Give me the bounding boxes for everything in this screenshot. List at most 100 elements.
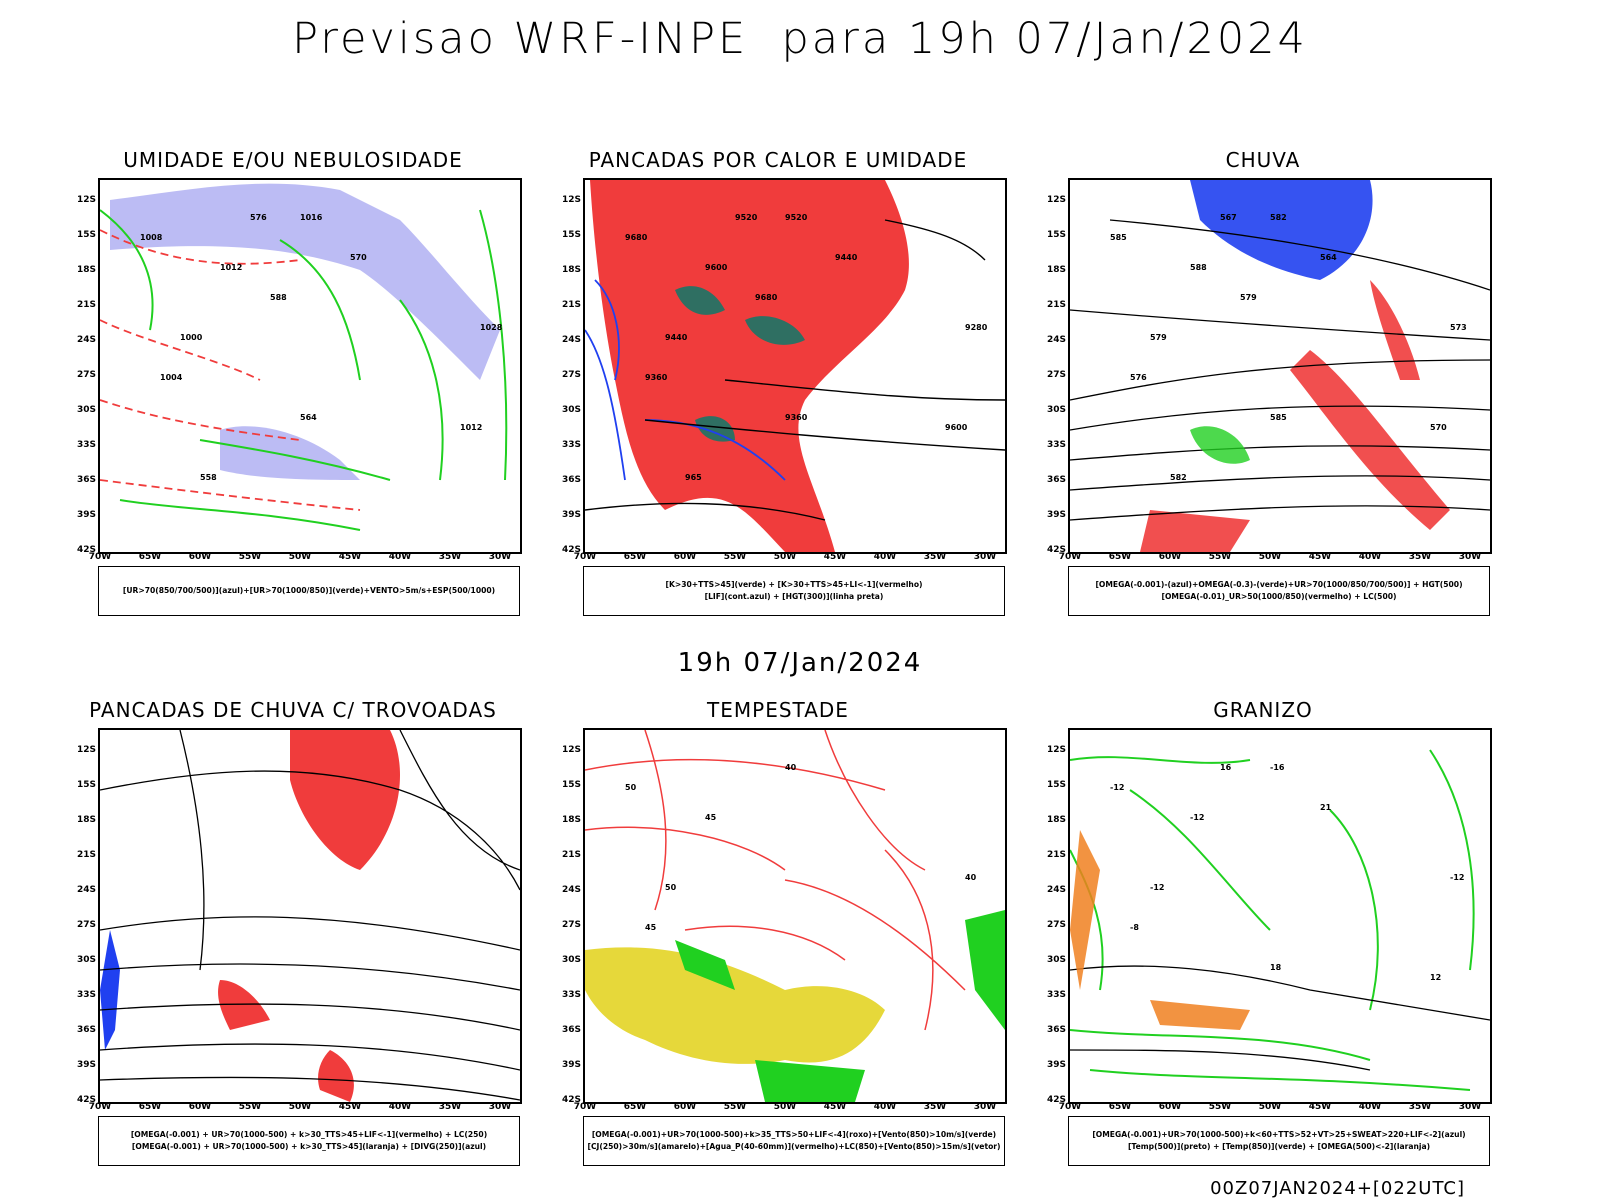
lat-tick-label: 39S [1046,1060,1066,1070]
contour-value-label: 21 [1320,803,1332,812]
lat-tick-label: 39S [561,510,581,520]
hgt300-contours [585,219,1005,521]
panel-title: CHUVA [1225,148,1301,172]
lat-tick-label: 33S [561,990,581,1000]
humidity-high-layer [110,183,500,380]
lat-tick-label: 12S [561,745,581,755]
lat-tick-label: 30S [76,955,96,965]
temp500-contours [1070,965,1490,1071]
lat-tick-label: 33S [1046,990,1066,1000]
contour-value-label: 50 [625,783,637,792]
lon-tick-label: 45W [1308,1102,1332,1112]
map-tempestade: 50 45 40 50 45 40 [583,728,1007,1104]
contour-value-label: 9520 [785,213,808,222]
lon-tick-label: 30W [1458,1102,1482,1112]
lon-tick-label: 65W [1108,552,1132,562]
contour-value-label: 576 [1130,373,1147,382]
lon-tick-label: 70W [573,1102,597,1112]
contour-value-label: 965 [685,473,702,482]
lon-tick-label: 40W [873,552,897,562]
lon-tick-label: 30W [973,1102,997,1112]
lat-tick-label: 36S [1046,1025,1066,1035]
lat-tick-label: 24S [76,335,96,345]
lon-tick-label: 45W [1308,552,1332,562]
contour-value-label: 9680 [625,233,648,242]
contour-value-label: 40 [785,763,797,772]
lat-tick-label: 12S [1046,195,1066,205]
lat-tick-label: 30S [561,405,581,415]
mid-title: 19h 07/Jan/2024 [677,648,923,678]
lon-tick-label: 60W [188,552,212,562]
contour-value-label: 588 [270,293,287,302]
contour-value-label: 1004 [160,373,183,382]
lon-tick-label: 30W [1458,552,1482,562]
lat-tick-label: 27S [76,920,96,930]
lon-tick-label: 60W [1158,552,1182,562]
lon-tick-label: 55W [723,1102,747,1112]
lon-tick-label: 30W [488,552,512,562]
lat-tick-label: 12S [76,745,96,755]
lon-tick-label: 50W [1258,1102,1282,1112]
panel-trovoadas: PANCADAS DE CHUVA C/ TROVOADAS 12S 15S 18S… [58,698,528,1178]
lat-tick-label: 24S [561,335,581,345]
contour-value-label: 9440 [665,333,688,342]
lon-tick-label: 55W [238,552,262,562]
lat-tick-label: 30S [561,955,581,965]
map-canvas: 1008 1012 1016 1000 1004 1028 1012 576 570 564 558… [100,183,508,531]
lon-axis: 70W 65W 60W 55W 50W 45W 40W 35W 30W [1059,1102,1492,1116]
contour-value-label: 585 [1110,233,1127,242]
lon-tick-label: 70W [1058,1102,1082,1112]
jet-stream-area [585,947,885,1064]
contour-value-label: 18 [1270,963,1282,972]
legend-line: [OMEGA(-0.001)-(azul)+OMEGA(-0.3)-(verde… [1095,580,1463,589]
contour-value-label: 9600 [705,263,728,272]
lat-axis: 12S 15S 18S 21S 24S 27S 30S 33S 36S 39S 42S [543,728,581,1105]
lat-tick-label: 27S [76,370,96,380]
lat-tick-label: 42S [1046,1095,1066,1105]
contour-value-label: 9520 [735,213,758,222]
legend-line: [OMEGA(-0.001)+UR>70(1000-500)+k>35_TTS>… [591,1130,997,1139]
contour-value-label: 9360 [645,373,668,382]
lat-tick-label: 33S [561,440,581,450]
omega-blue-area [1190,180,1373,280]
legend-line: [OMEGA(-0.001)+UR>70(1000-500)+k<60+TTS>… [1092,1130,1466,1139]
lat-tick-label: 27S [561,370,581,380]
thickness-contours [100,229,361,511]
contour-value-label: 9280 [965,323,988,332]
lat-tick-label: 42S [76,1095,96,1105]
panel-title: UMIDADE E/OU NEBULOSIDADE [123,148,463,172]
lat-axis: 12S 15S 18S 21S 24S 27S 30S 33S 36S 39S 42S [58,178,96,555]
lon-tick-label: 45W [338,552,362,562]
lat-tick-label: 15S [561,230,581,240]
thunderstorm-area [218,730,400,1102]
lat-tick-label: 12S [561,195,581,205]
map-canvas [100,730,520,1102]
lat-tick-label: 24S [561,885,581,895]
lat-tick-label: 39S [76,510,96,520]
heat-showers-area [675,286,805,442]
lon-tick-label: 65W [138,1102,162,1112]
lat-tick-label: 18S [76,265,96,275]
omega500-area [1070,830,1250,1030]
panel-tempestade: TEMPESTADE 12S 15S 18S 21S 24S 27S 30S 33S 36S 39… [543,698,1013,1178]
lat-tick-label: 42S [1046,545,1066,555]
lat-tick-label: 18S [561,265,581,275]
contour-value-label: 9440 [835,253,858,262]
lon-axis: 70W 65W 60W 55W 50W 45W 40W 35W 30W [574,552,1007,566]
contour-value-label: -12 [1190,813,1204,822]
legend-line: [Temp(500)](preto) + [Temp(850)](verde) … [1127,1142,1431,1151]
lat-tick-label: 15S [76,230,96,240]
precipitable-water-contours [585,730,966,1031]
lon-tick-label: 65W [1108,1102,1132,1112]
lon-tick-label: 35W [1408,1102,1432,1112]
legend-box: [UR>70(850/700/500)](azul)+[UR>70(1000/8… [98,566,520,616]
map-canvas: 9680 9600 9520 9440 9360 9280 9600 9520 9440 9360… [585,180,1005,552]
lat-tick-label: 36S [76,475,96,485]
lon-tick-label: 60W [1158,1102,1182,1112]
wind-contours [100,209,508,531]
lat-tick-label: 15S [561,780,581,790]
lat-tick-label: 30S [76,405,96,415]
panel-title: GRANIZO [1213,698,1313,722]
lon-axis: 70W 65W 60W 55W 50W 45W 40W 35W 30W [1059,552,1492,566]
temp850-contours [1070,749,1475,1091]
